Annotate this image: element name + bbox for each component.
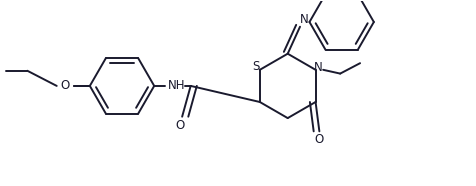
- Text: N: N: [300, 13, 308, 26]
- Text: N: N: [314, 61, 323, 74]
- Text: O: O: [60, 79, 70, 92]
- Text: O: O: [315, 133, 324, 146]
- Text: NH: NH: [168, 79, 185, 92]
- Text: S: S: [252, 60, 260, 73]
- Text: O: O: [175, 119, 184, 132]
